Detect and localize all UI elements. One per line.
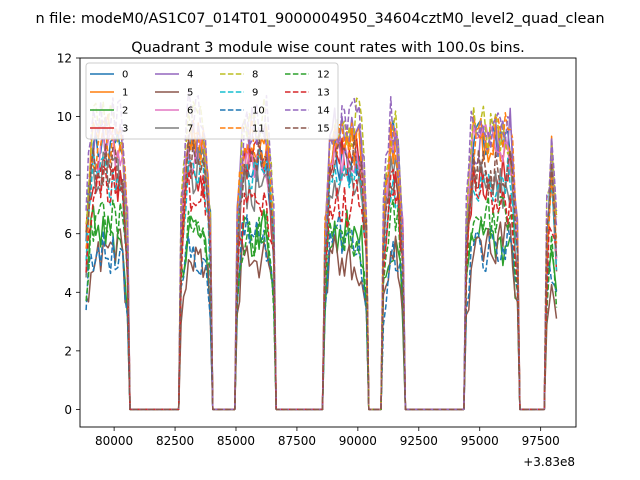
legend-label-14: 14 <box>317 106 330 117</box>
plot-frame <box>79 57 577 428</box>
legend-label-1: 1 <box>122 88 128 99</box>
y-tick-label: 0 <box>64 403 72 417</box>
legend-label-13: 13 <box>317 88 330 99</box>
legend-label-2: 2 <box>122 106 128 117</box>
y-tick-label: 6 <box>64 227 72 241</box>
x-tick-label: 95000 <box>461 434 499 448</box>
x-axis: 80000 82500 85000 87500 90000 92500 95000 97500 <box>95 427 560 448</box>
plot-lines <box>85 90 558 411</box>
x-tick-label: 97500 <box>522 434 560 448</box>
legend-label-3: 3 <box>122 124 128 135</box>
y-axis: 0 2 4 6 8 10 12 <box>57 52 80 417</box>
y-tick-label: 10 <box>57 110 72 124</box>
series-line-15 <box>85 134 558 411</box>
y-tick-label: 8 <box>64 169 72 183</box>
legend-label-12: 12 <box>317 70 330 81</box>
x-tick-label: 82500 <box>156 434 194 448</box>
x-tick-label: 87500 <box>278 434 316 448</box>
legend-label-10: 10 <box>252 106 265 117</box>
legend-label-15: 15 <box>317 124 330 135</box>
chart-title: Quadrant 3 module wise count rates with … <box>131 40 525 56</box>
legend-frame <box>85 62 339 140</box>
x-tick-label: 92500 <box>400 434 438 448</box>
y-tick-label: 2 <box>64 344 72 358</box>
legend-label-7: 7 <box>187 124 193 135</box>
x-tick-label: 90000 <box>339 434 377 448</box>
y-tick-label: 4 <box>64 286 72 300</box>
legend-label-11: 11 <box>252 124 265 135</box>
x-tick-label: 85000 <box>217 434 255 448</box>
x-tick-label: 80000 <box>95 434 133 448</box>
legend-label-5: 5 <box>187 88 193 99</box>
legend-label-9: 9 <box>252 88 258 99</box>
legend-label-4: 4 <box>187 70 193 81</box>
y-tick-label: 12 <box>57 52 72 66</box>
x-offset-label: +3.83e8 <box>523 455 575 469</box>
legend-label-8: 8 <box>252 70 258 81</box>
legend-label-0: 0 <box>122 70 128 81</box>
legend-label-6: 6 <box>187 106 193 117</box>
figure-suptitle: n file: modeM0/AS1C07_014T01_9000004950_… <box>35 11 604 27</box>
